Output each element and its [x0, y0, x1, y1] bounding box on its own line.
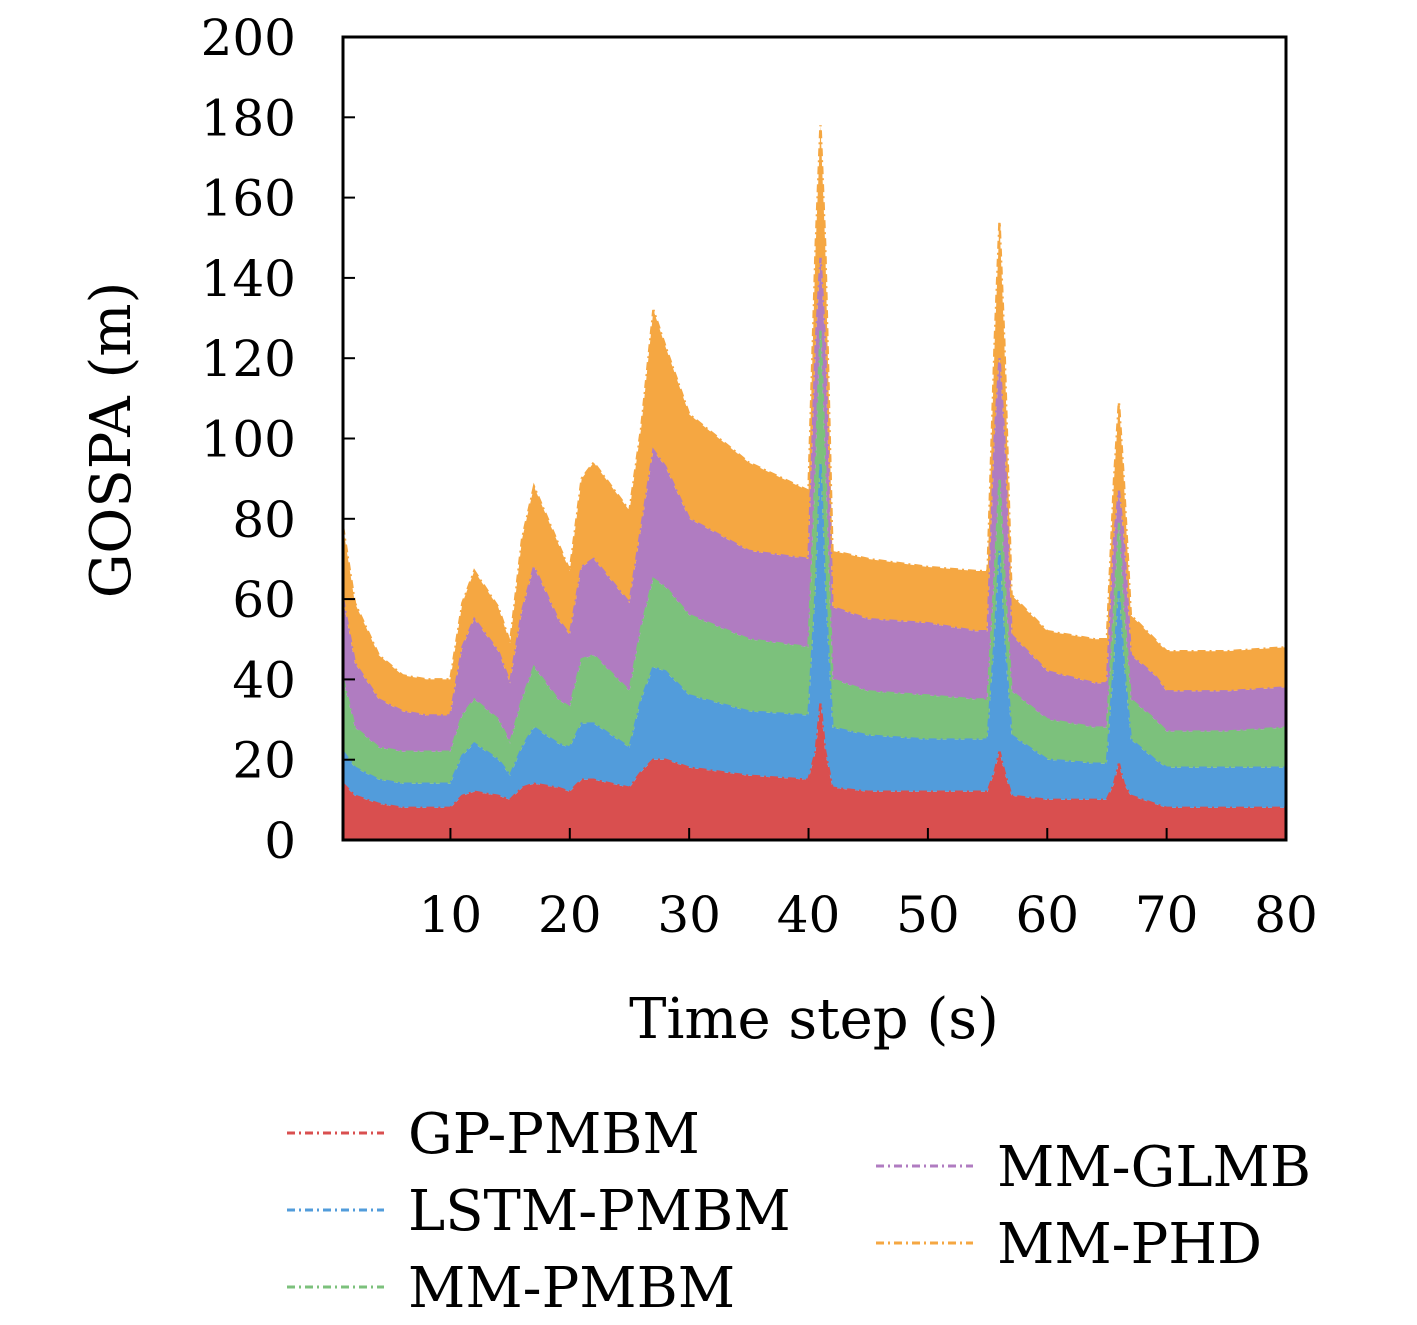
area-lstm-pmbm	[343, 462, 1286, 808]
y-tick-label: 200	[201, 9, 296, 67]
y-tick-label: 80	[232, 491, 296, 549]
area-mm-pmbm	[343, 330, 1286, 784]
series-lines	[341, 125, 1287, 810]
y-tick-label: 140	[201, 250, 296, 308]
x-tick-label: 80	[1254, 886, 1318, 944]
y-tick-label: 160	[201, 170, 296, 228]
line-mm-pmbm	[341, 330, 1287, 753]
legend-label-mm-phd: MM-PHD	[997, 1212, 1262, 1277]
line-mm-phd	[341, 125, 1287, 681]
x-axis-ticks: 10 20 30 40 50 60 70 80	[419, 828, 1318, 944]
legend-label-mm-glmb: MM-GLMB	[997, 1135, 1311, 1200]
y-tick-label: 100	[201, 411, 296, 469]
y-tick-label: 20	[232, 732, 296, 790]
x-tick-label: 20	[538, 886, 602, 944]
area-mm-phd	[343, 125, 1286, 716]
legend-label-gp-pmbm: GP-PMBM	[408, 1102, 700, 1167]
y-tick-label: 40	[232, 651, 296, 709]
legend: GP-PMBM LSTM-PMBM MM-PMBM MM-GLMB MM-PHD	[287, 1102, 1311, 1321]
y-tick-label: 0	[264, 812, 296, 870]
x-tick-label: 60	[1015, 886, 1079, 944]
area-mm-glmb	[343, 257, 1286, 752]
y-axis-label: GOSPA (m)	[79, 282, 144, 599]
x-tick-label: 50	[896, 886, 960, 944]
legend-label-lstm-pmbm: LSTM-PMBM	[408, 1179, 791, 1244]
legend-label-mm-pmbm: MM-PMBM	[408, 1256, 735, 1321]
line-mm-glmb	[341, 257, 1287, 717]
x-tick-label: 70	[1135, 886, 1199, 944]
x-tick-label: 30	[657, 886, 721, 944]
line-gp-pmbm	[342, 703, 1286, 810]
y-tick-label: 180	[201, 89, 296, 147]
x-axis-label: Time step (s)	[629, 987, 999, 1052]
x-tick-label: 10	[419, 886, 483, 944]
y-tick-label: 60	[232, 571, 296, 629]
area-gp-pmbm	[343, 703, 1286, 840]
x-tick-label: 40	[777, 886, 841, 944]
y-tick-label: 120	[201, 330, 296, 388]
stacked-areas	[343, 125, 1286, 840]
y-axis-ticks: 0 20 40 60 80 100 120 140 160 180 200	[201, 9, 355, 870]
